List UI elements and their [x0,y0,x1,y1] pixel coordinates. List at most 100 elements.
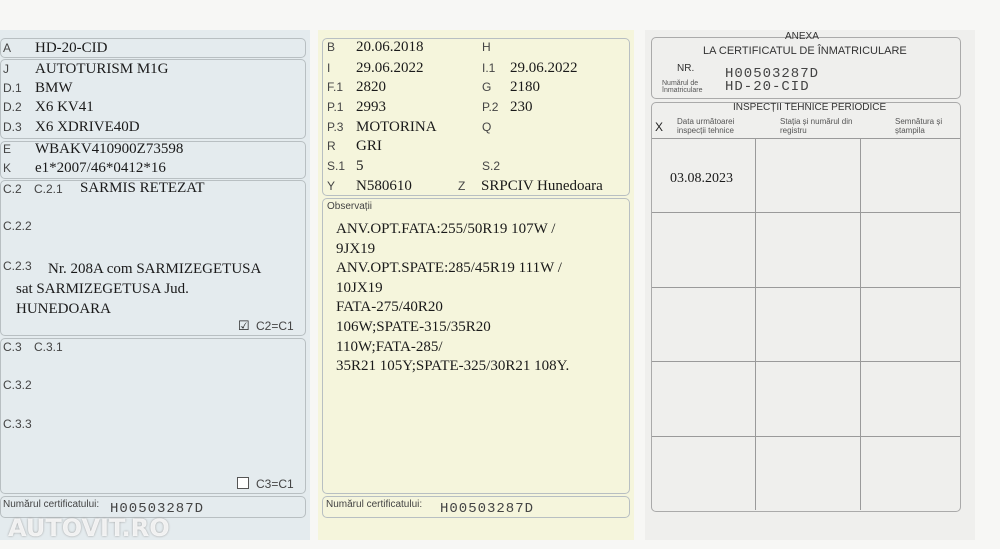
row-box [0,59,306,139]
user-box [0,338,306,494]
c31-label: C.3.1 [34,340,63,354]
field-value: 2993 [356,99,386,115]
registration-middle-panel [318,30,634,540]
field-value: 2820 [356,79,386,95]
observation-line: ANV.OPT.FATA:255/50R19 107W / [336,221,556,237]
c3-c1-label: C3=C1 [256,477,294,491]
field-value: 230 [510,99,533,115]
observations-label: Observații [327,201,373,212]
cert-box [0,496,306,518]
grid-line [652,138,960,139]
c21-value: SARMIS RETEZAT [80,180,205,196]
field-label: B [327,40,336,54]
grid-line [652,436,960,437]
field-label: P.3 [327,120,344,134]
observation-line: 110W;FATA-285/ [336,338,443,355]
inspections-box [651,102,961,512]
grid-line [755,138,756,510]
annex-subtitle: LA CERTIFICATUL DE ÎNMATRICULARE [703,45,907,57]
grid-line [860,138,861,510]
field-label: R [327,139,336,153]
field-value: HD-20-CID [35,40,108,56]
field-label: P.1 [327,100,344,114]
observation-line: FATA-275/40R20 [336,299,443,316]
cert-number-value: H00503287D [440,501,535,517]
c23-line: HUNEDOARA [16,301,111,317]
col-next-inspection: Data următoarei inspecții tehnice [677,117,735,135]
field-label: H [482,40,491,54]
field-value: 5 [356,158,364,174]
field-value: AUTOTURISM M1G [35,61,169,77]
nr-value: H00503287D [725,66,820,82]
field-value: N580610 [356,178,412,194]
field-value: X6 KV41 [35,99,94,115]
field-label: D.1 [3,81,22,95]
cert-box [322,496,630,518]
c21-label: C.2.1 [34,182,63,196]
c32-label: C.3.2 [3,378,32,392]
field-label: D.3 [3,120,22,134]
field-value: 20.06.2018 [356,39,424,55]
cert-number-value: H00503287D [110,501,205,517]
reg-number-label: Numărul de înmatriculare [662,80,703,94]
c23-line: Nr. 208A com SARMIZEGETUSA [48,261,262,277]
observation-line: 9JX19 [336,240,376,257]
field-label: E [3,142,12,156]
observation-line: 35R21 105Y;SPATE-325/30R21 108Y. [336,358,570,375]
c3-label: C.3 [3,340,22,354]
c22-label: C.2.2 [3,219,32,233]
field-label: I.1 [482,61,496,75]
field-value: MOTORINA [356,119,437,135]
c23-line: sat SARMIZEGETUSA Jud. [16,281,189,297]
watermark-logo: AUTOVIT.RO [8,514,170,542]
field-label: J [3,62,9,76]
row-box [0,141,306,179]
field-value: SRPCIV Hunedoara [481,178,603,194]
field-label: G [482,80,492,94]
field-value: WBAKV410900Z73598 [35,141,184,157]
field-label: Q [482,120,492,134]
field-value: BMW [35,80,73,96]
field-label: K [3,161,12,175]
checkbox-unchecked-icon[interactable] [237,477,249,489]
field-value: 29.06.2022 [510,60,578,76]
row-box [0,38,306,58]
c2-label: C.2 [3,182,22,196]
col-signature: Semnătura și ștampila [895,117,943,135]
field-value: e1*2007/46*0412*16 [35,160,166,176]
c2-c1-label: C2=C1 [256,319,294,333]
field-label: A [3,41,12,55]
reg-number-value: HD-20-CID [725,79,810,95]
col-station: Stația și numărul din registru [780,117,853,135]
registration-left-panel [0,30,310,540]
annex-title: ANEXA [785,31,819,42]
col-x: X [655,120,664,134]
observation-line: 106W;SPATE-315/35R20 [336,319,491,335]
annex-header-box [651,37,961,99]
grid-line [652,361,960,362]
annex-panel [645,30,975,540]
cert-number-label: Numărul certificatului: [326,499,423,510]
field-label: Y [327,179,336,193]
inspection-date: 03.08.2023 [670,171,733,186]
field-label: S.1 [327,159,346,173]
field-value: GRI [356,138,382,154]
field-label: F.1 [327,80,344,94]
observation-line: 10JX19 [336,279,383,296]
field-label: P.2 [482,100,499,114]
field-value: 2180 [510,79,540,95]
checkbox-checked-icon[interactable]: ☑ [238,318,250,333]
c33-label: C.3.3 [3,417,32,431]
middle-fields-box [322,38,630,196]
field-label: D.2 [3,100,22,114]
field-value: 29.06.2022 [356,60,424,76]
cert-number-label: Numărul certificatului: [3,499,100,510]
observations-box [322,198,630,494]
field-label: I [327,61,331,75]
grid-line [652,287,960,288]
grid-line [652,212,960,213]
field-value: X6 XDRIVE40D [35,119,140,135]
field-label: Z [458,179,466,193]
nr-label: NR. [677,63,695,74]
inspections-title: INSPECȚII TEHNICE PERIODICE [733,102,887,113]
